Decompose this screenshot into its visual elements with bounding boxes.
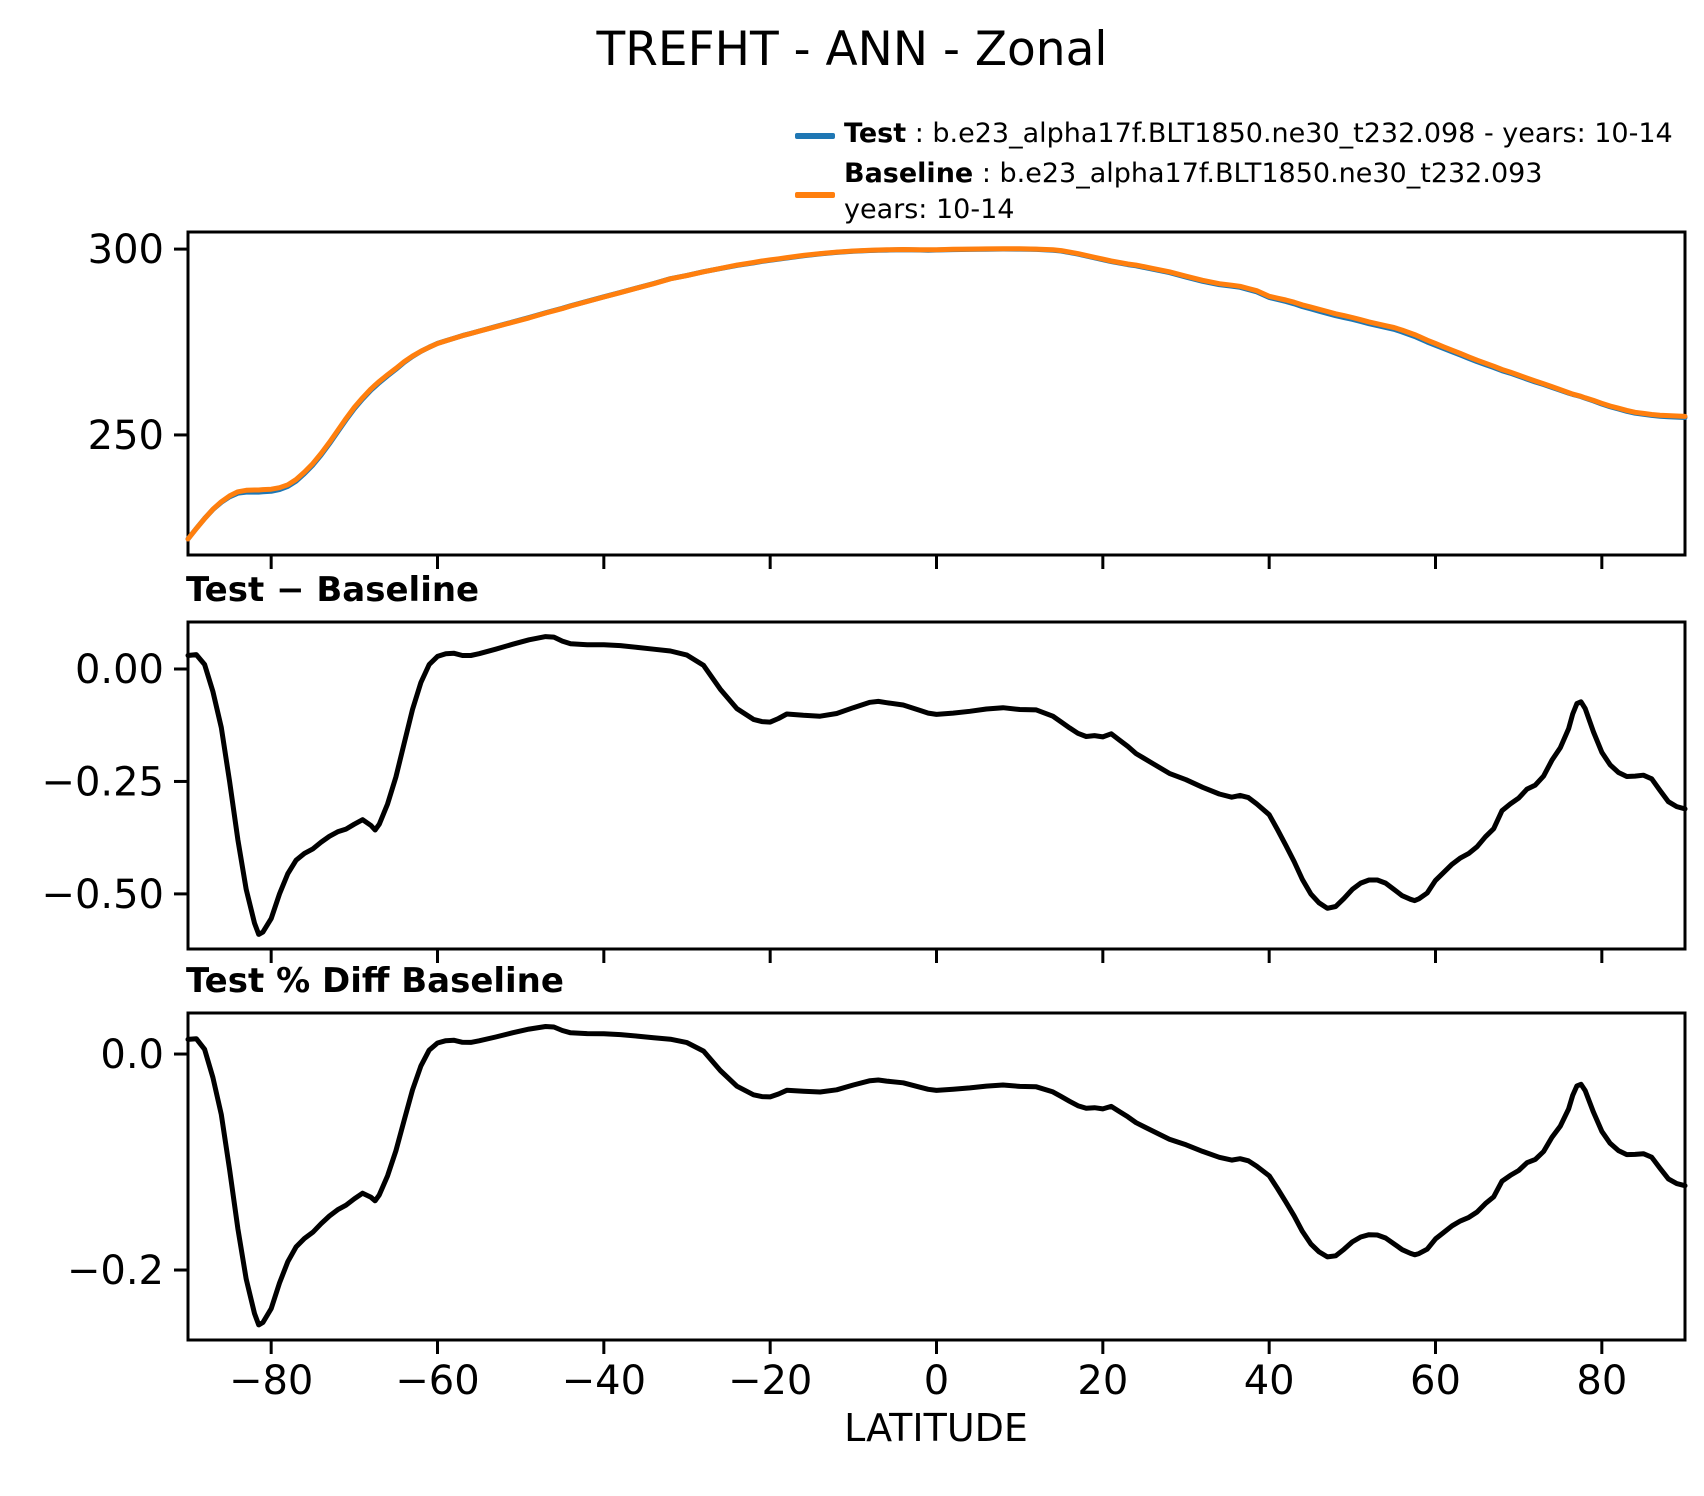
panel-title-test-pct-diff-baseline: Test % Diff Baseline: [186, 961, 564, 1001]
series-line-test: [185, 246, 1688, 542]
legend-baseline-label: Baseline: [844, 158, 974, 189]
series-line-test-baseline: [185, 634, 1688, 937]
legend-baseline-desc: : b.e23_alpha17f.BLT1850.ne30_t232.093: [981, 158, 1543, 189]
legend: Test : b.e23_alpha17f.BLT1850.ne30_t232.…: [0, 0, 1704, 230]
x-axis-label: LATITUDE: [844, 1406, 1028, 1450]
y-tick-label: 300: [88, 227, 164, 273]
baseline-line-swatch: [795, 192, 835, 198]
y-tick-label: −0.2: [67, 1248, 164, 1294]
figure-title: TREFHT - ANN - Zonal: [596, 22, 1108, 77]
y-tick-label: 0.00: [75, 647, 164, 693]
x-tick-label: 60: [1410, 1358, 1461, 1404]
series-line-baseline: [185, 246, 1688, 542]
panel-title-test-minus-baseline: Test − Baseline: [186, 570, 480, 610]
legend-test-desc: : b.e23_alpha17f.BLT1850.ne30_t232.098 -…: [914, 118, 1673, 149]
y-tick-label: −0.25: [41, 759, 164, 805]
x-tick-label: 20: [1077, 1358, 1128, 1404]
legend-baseline-desc-line2: years: 10-14: [844, 194, 1015, 225]
x-tick-label: −80: [229, 1358, 313, 1404]
x-tick-label: −60: [395, 1358, 479, 1404]
panel-frame-temperature: [186, 230, 1687, 557]
panel-frame-difference: [186, 620, 1687, 951]
legend-entry-test: Test : b.e23_alpha17f.BLT1850.ne30_t232.…: [844, 118, 1673, 149]
x-tick-label: −40: [562, 1358, 646, 1404]
x-tick-label: 80: [1576, 1358, 1627, 1404]
x-tick-label: 40: [1244, 1358, 1295, 1404]
x-tick-label: −20: [728, 1358, 812, 1404]
test-line-swatch: [795, 133, 835, 139]
y-tick-label: 0.0: [100, 1032, 164, 1078]
legend-test-label: Test: [844, 118, 907, 149]
series-line-test-diff-baseline: [185, 1024, 1688, 1328]
y-tick-label: −0.50: [41, 872, 164, 918]
x-tick-label: 0: [924, 1358, 949, 1404]
y-tick-label: 250: [88, 413, 164, 459]
panel-frame-percent_difference: [186, 1011, 1687, 1342]
legend-entry-baseline: Baseline : b.e23_alpha17f.BLT1850.ne30_t…: [844, 158, 1542, 189]
